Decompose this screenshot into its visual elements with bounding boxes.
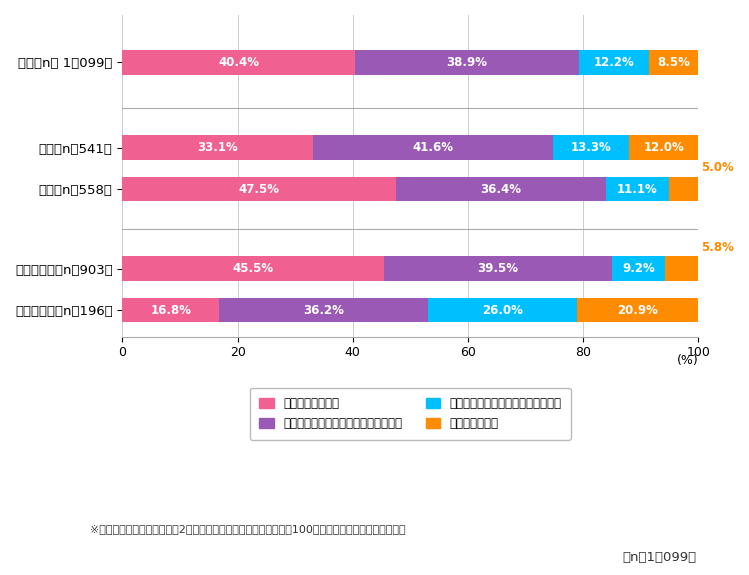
Bar xyxy=(313,135,553,160)
Text: 11.1%: 11.1% xyxy=(617,183,658,196)
Bar xyxy=(396,177,605,201)
Bar xyxy=(123,135,313,160)
Text: 5.8%: 5.8% xyxy=(701,241,734,254)
Bar xyxy=(428,298,577,323)
Text: 16.8%: 16.8% xyxy=(151,304,191,317)
Bar xyxy=(123,298,219,323)
Text: ※グラフの数字は、小数点第2位を四捨五入しているため、合計が100％にならない場合があります。: ※グラフの数字は、小数点第2位を四捨五入しているため、合計が100％にならない場… xyxy=(90,524,405,534)
Text: 41.6%: 41.6% xyxy=(412,141,453,154)
Bar xyxy=(123,177,396,201)
Bar xyxy=(605,177,670,201)
Text: 40.4%: 40.4% xyxy=(218,56,259,69)
Bar xyxy=(665,256,698,281)
Bar xyxy=(553,135,629,160)
Text: 47.5%: 47.5% xyxy=(239,183,279,196)
Text: 20.9%: 20.9% xyxy=(617,304,658,317)
Bar xyxy=(219,298,428,323)
Text: 36.4%: 36.4% xyxy=(480,183,521,196)
Legend: あったほうがよい, どちらかと言えば、あったほうがよい, どちらかと言えば、ないほうがよい, ないほうがよい: あったほうがよい, どちらかと言えば、あったほうがよい, どちらかと言えば、ない… xyxy=(250,388,571,439)
Bar xyxy=(384,256,612,281)
Text: 38.9%: 38.9% xyxy=(446,56,488,69)
Text: （n＝1，099）: （n＝1，099） xyxy=(622,551,697,564)
Text: 33.1%: 33.1% xyxy=(198,141,238,154)
Text: 13.3%: 13.3% xyxy=(571,141,611,154)
Text: 12.0%: 12.0% xyxy=(643,141,684,154)
Bar xyxy=(123,256,384,281)
Text: 45.5%: 45.5% xyxy=(233,262,274,275)
Bar xyxy=(670,177,698,201)
Bar xyxy=(577,298,697,323)
Bar xyxy=(123,50,355,75)
Text: 39.5%: 39.5% xyxy=(478,262,518,275)
Text: 36.2%: 36.2% xyxy=(303,304,344,317)
Bar xyxy=(579,50,649,75)
Text: 8.5%: 8.5% xyxy=(658,56,690,69)
Text: 12.2%: 12.2% xyxy=(594,56,634,69)
Bar xyxy=(649,50,698,75)
Bar xyxy=(612,256,665,281)
Bar xyxy=(355,50,579,75)
Text: 5.0%: 5.0% xyxy=(701,162,734,174)
Text: (%): (%) xyxy=(676,354,698,367)
Bar xyxy=(629,135,698,160)
Text: 9.2%: 9.2% xyxy=(622,262,655,275)
Text: 26.0%: 26.0% xyxy=(482,304,523,317)
